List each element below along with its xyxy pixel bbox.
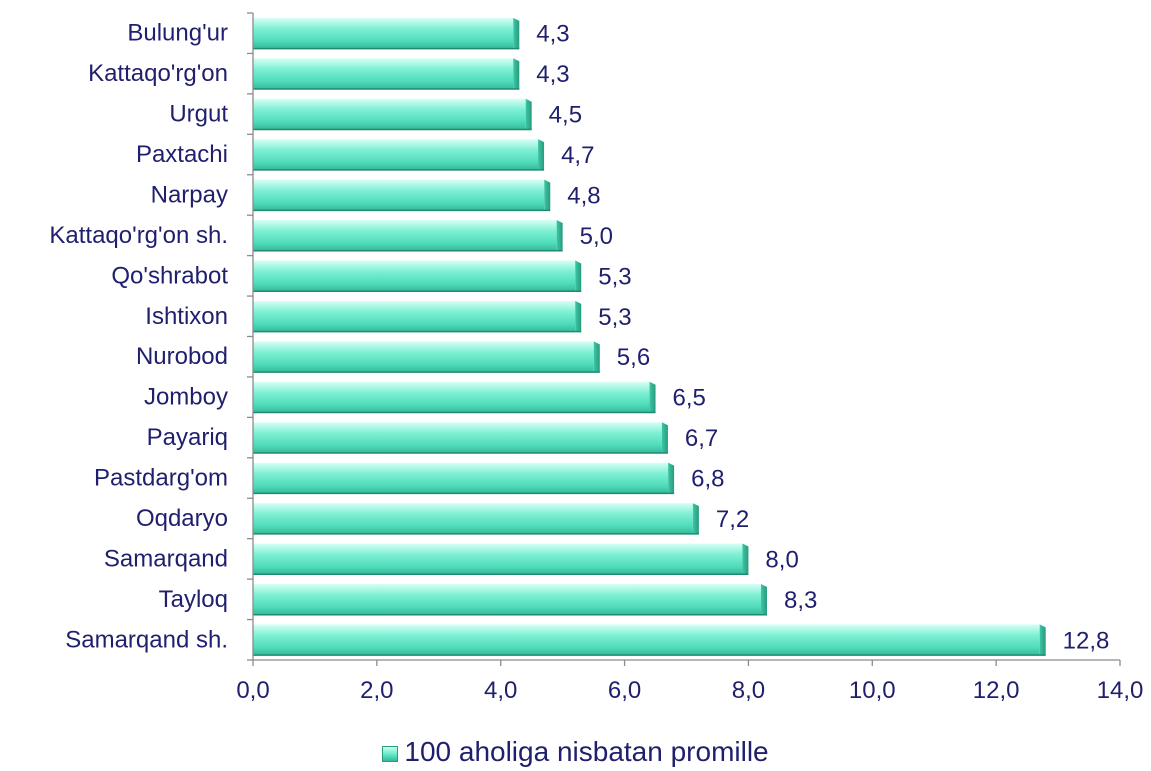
legend-label: 100 aholiga nisbatan promille — [404, 736, 769, 767]
data-label: 4,3 — [536, 21, 569, 48]
bar-12 — [253, 462, 675, 495]
category-label: Narpay — [151, 181, 228, 208]
bar-cap — [593, 341, 600, 373]
bar-face — [253, 300, 576, 332]
category-label: Qo'shrabot — [111, 262, 228, 289]
bar-13 — [253, 503, 699, 535]
category-label: Jomboy — [144, 384, 228, 411]
data-label: 7,2 — [716, 506, 749, 533]
category-label: Oqdaryo — [136, 505, 228, 532]
category-label: Paxtachi — [136, 141, 228, 168]
bar-face — [253, 624, 1040, 656]
bar-cap — [661, 422, 668, 453]
bar-cap — [1039, 624, 1046, 656]
data-label: 6,7 — [685, 425, 718, 452]
bar-cap — [692, 503, 699, 534]
bar-face — [253, 422, 662, 453]
bar-cap — [649, 381, 656, 413]
bar-cap — [742, 543, 749, 575]
data-label: 5,0 — [580, 223, 613, 250]
bar-2 — [253, 58, 520, 90]
category-label: Nurobod — [136, 343, 228, 370]
bar-7 — [253, 260, 582, 292]
x-tick-label: 10,0 — [849, 677, 896, 704]
data-label: 4,7 — [561, 142, 594, 169]
category-label: Pastdarg'om — [94, 465, 228, 492]
legend-swatch — [382, 746, 399, 762]
bar-10 — [253, 381, 656, 414]
x-tick-label: 8,0 — [732, 677, 765, 704]
bar-14 — [253, 543, 749, 576]
bar-16 — [253, 624, 1046, 656]
data-label: 5,3 — [598, 304, 631, 331]
bar-face — [253, 341, 594, 373]
bar-face — [253, 381, 650, 413]
bar-face — [253, 462, 669, 494]
category-label: Bulung'ur — [127, 20, 228, 47]
bar-face — [253, 260, 576, 292]
bar-face — [253, 179, 545, 211]
bar-chart: Bulung'ur 4,3 Kattaqo'rg'on 4,3 Urgut 4,5 Pax… — [49, 12, 1144, 704]
bar-face — [253, 220, 557, 251]
data-label: 6,8 — [691, 466, 724, 493]
bar-cap — [525, 98, 532, 130]
x-tick-label: 14,0 — [1097, 677, 1144, 704]
data-label: 8,3 — [784, 587, 817, 614]
data-label: 8,0 — [765, 546, 798, 573]
category-label: Kattaqo'rg'on sh. — [49, 222, 228, 249]
bar-3 — [253, 98, 532, 131]
x-tick-label: 2,0 — [360, 677, 393, 704]
bar-cap — [761, 583, 768, 615]
bar-6 — [253, 220, 563, 252]
legend: 100 aholiga nisbatan promille — [0, 736, 1151, 768]
x-tick-label: 6,0 — [608, 677, 641, 704]
data-label: 6,5 — [673, 385, 706, 412]
x-tick-label: 12,0 — [973, 677, 1020, 704]
bar-cap — [668, 462, 675, 494]
bar-11 — [253, 422, 668, 454]
bar-cap — [513, 58, 520, 90]
bar-5 — [253, 179, 551, 212]
bar-1 — [253, 17, 520, 50]
category-label: Ishtixon — [145, 303, 228, 330]
data-label: 4,3 — [536, 61, 569, 88]
data-label: 12,8 — [1063, 627, 1110, 654]
category-label: Samarqand sh. — [65, 626, 228, 653]
bar-face — [253, 503, 693, 534]
bar-cap — [575, 300, 582, 332]
category-label: Urgut — [169, 101, 228, 128]
bar-face — [253, 17, 514, 49]
bar-face — [253, 58, 514, 90]
bar-4 — [253, 139, 545, 171]
bar-face — [253, 543, 743, 575]
data-label: 4,5 — [549, 102, 582, 129]
bar-cap — [575, 260, 582, 292]
bar-cap — [556, 220, 563, 251]
bar-8 — [253, 300, 582, 333]
category-label: Samarqand — [104, 545, 228, 572]
bar-face — [253, 583, 762, 615]
bar-cap — [513, 17, 520, 49]
data-label: 5,6 — [617, 344, 650, 371]
category-label: Payariq — [147, 424, 228, 451]
data-label: 5,3 — [598, 263, 631, 290]
category-label: Tayloq — [159, 586, 228, 613]
x-tick-label: 0,0 — [236, 677, 269, 704]
data-label: 4,8 — [567, 182, 600, 209]
bar-face — [253, 98, 526, 130]
bar-cap — [538, 139, 545, 170]
x-tick-label: 4,0 — [484, 677, 517, 704]
bar-cap — [544, 179, 551, 211]
category-label: Kattaqo'rg'on — [88, 60, 228, 87]
bar-15 — [253, 583, 768, 616]
bar-face — [253, 139, 539, 170]
bar-9 — [253, 341, 600, 373]
